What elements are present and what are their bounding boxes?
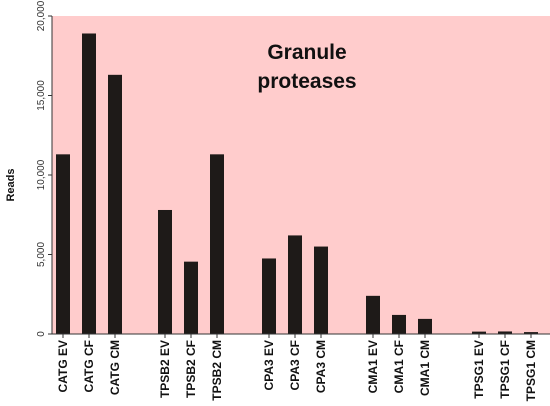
y-axis-title: Reads	[5, 168, 17, 201]
y-tick-label: 15,000	[36, 80, 47, 111]
bar-tpsb2-ev	[158, 209, 172, 334]
x-tick-label: CATG CM	[108, 340, 122, 395]
axes	[48, 15, 550, 338]
x-tick-label: TPSG1 CF	[498, 340, 512, 399]
x-tick-label: CMA1 EV	[366, 340, 380, 393]
bar-cma1-cf	[392, 314, 406, 334]
bar-cpa3-cm	[314, 246, 328, 334]
bar-tpsg1-cf	[498, 331, 512, 334]
bar-cpa3-ev	[262, 258, 276, 334]
bar-tpsg1-cm	[524, 332, 538, 334]
y-tick-label: 5,000	[36, 242, 47, 267]
x-tick-label: CMA1 CF	[392, 340, 406, 393]
x-tick-label: CPA3 EV	[262, 340, 276, 390]
bar-catg-ev	[56, 154, 70, 334]
x-tick-label: CATG CF	[82, 340, 96, 392]
x-tick-label: CPA3 CF	[288, 340, 302, 390]
x-tick-label: TPSB2 CF	[184, 340, 198, 398]
y-tick-label: 10,000	[36, 159, 47, 190]
x-tick-label: TPSG1 EV	[472, 340, 486, 399]
bar-cma1-cm	[418, 318, 432, 334]
bar-tpsg1-ev	[472, 331, 486, 334]
x-tick-label: TPSB2 CM	[210, 340, 224, 401]
y-tick-label: 20,000	[36, 0, 47, 31]
bar-tpsb2-cm	[210, 154, 224, 334]
bar-catg-cf	[82, 33, 96, 335]
bar-tpsb2-cf	[184, 261, 198, 334]
bar-catg-cm	[108, 74, 122, 334]
bar-cpa3-cf	[288, 235, 302, 334]
bars	[56, 33, 538, 335]
labels: CATG EV CATG CF CATG CM TPSB2 EV TPSB2 CF TPS…	[5, 0, 538, 401]
chart-title-line: proteases	[257, 70, 356, 93]
x-tick-label: TPSB2 EV	[158, 340, 172, 398]
chart-title-line: Granule	[267, 41, 346, 64]
bar-cma1-ev	[366, 295, 380, 334]
x-tick-label: CPA3 CM	[314, 340, 328, 393]
x-tick-label: CATG EV	[56, 340, 70, 392]
x-tick-label: TPSG1 CM	[524, 340, 538, 401]
x-tick-label: CMA1 CM	[418, 340, 432, 396]
y-tick-label: 0	[36, 331, 47, 337]
